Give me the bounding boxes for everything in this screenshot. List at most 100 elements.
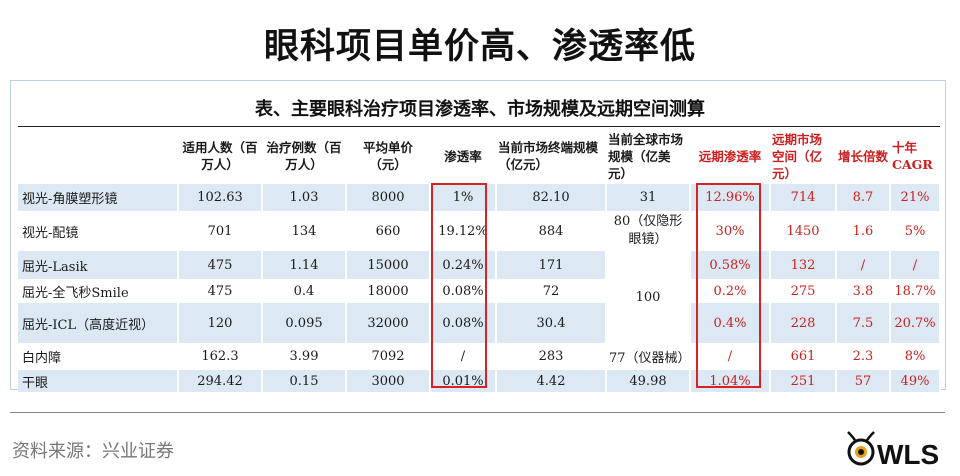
cell-users: 102.63	[178, 184, 263, 211]
cell-multiple: 57	[836, 370, 891, 392]
cell-name: 屈光-全飞秒Smile	[18, 279, 179, 303]
cell-cagr: 5%	[890, 211, 941, 251]
cell-penetration: 0.08%	[430, 303, 497, 343]
cell-cagr: 21%	[890, 184, 941, 211]
cell-market: 283	[496, 343, 607, 370]
cell-multiple: 1.6	[836, 211, 891, 251]
cell-price: 15000	[346, 251, 431, 279]
header-cell: 远期市场空间（亿元）	[772, 131, 823, 181]
header-cell: 远期渗透率	[698, 148, 762, 164]
cell-penetration: 0.24%	[430, 251, 497, 279]
cell-market: 72	[496, 279, 607, 303]
cell-future-space: 275	[770, 279, 837, 303]
cell-global: 77（仪器械）	[606, 343, 691, 370]
cell-users: 701	[178, 211, 263, 251]
cell-multiple: 2.3	[836, 343, 891, 370]
cell-cagr: 20.7%	[890, 303, 941, 343]
table-row: 屈光-ICL（高度近视） 120 0.095 32000 0.08% 30.4 …	[18, 303, 941, 343]
cell-future-pen: 1.04%	[690, 370, 771, 392]
table-row: 视光-配镜 701 134 660 19.12% 884 80（仅隐形眼镜） 3…	[18, 211, 941, 251]
cell-global: 80（仅隐形眼镜）	[606, 211, 691, 251]
cell-future-space: 661	[770, 343, 837, 370]
cell-penetration: 19.12%	[430, 211, 497, 251]
cell-price: 660	[346, 211, 431, 251]
cell-future-space: 251	[770, 370, 837, 392]
cell-future-space: 714	[770, 184, 837, 211]
cell-users: 162.3	[178, 343, 263, 370]
owls-logo: WLS	[847, 431, 939, 468]
table-row: 视光-角膜塑形镜 102.63 1.03 8000 1% 82.10 31 12…	[18, 184, 941, 211]
cell-cagr: 49%	[890, 370, 941, 392]
cell-penetration: 1%	[430, 184, 497, 211]
cell-market: 884	[496, 211, 607, 251]
cell-users: 475	[178, 251, 263, 279]
cell-market: 30.4	[496, 303, 607, 343]
cell-future-space: 228	[770, 303, 837, 343]
header-cell: 平均单价（元）	[362, 140, 413, 172]
cell-global: 49.98	[606, 370, 691, 392]
cell-global-merged: 100	[606, 251, 691, 343]
cell-cases: 0.095	[262, 303, 347, 343]
cell-price: 7092	[346, 343, 431, 370]
cell-future-pen: 12.96%	[690, 184, 771, 211]
cell-name: 屈光-Lasik	[18, 251, 179, 279]
cell-future-space: 1450	[770, 211, 837, 251]
cell-cases: 0.15	[262, 370, 347, 392]
caption-rule	[18, 126, 940, 127]
cell-multiple: 8.7	[836, 184, 891, 211]
header-cell: 十年 CAGR	[892, 140, 933, 172]
cell-multiple: 7.5	[836, 303, 891, 343]
cell-price: 8000	[346, 184, 431, 211]
cell-name: 白内障	[18, 343, 179, 370]
cell-future-pen: /	[690, 343, 771, 370]
cell-users: 294.42	[178, 370, 263, 392]
cell-cagr: /	[890, 251, 941, 279]
cell-multiple: 3.8	[836, 279, 891, 303]
header-cell: 当前市场终端规模（亿元）	[498, 140, 599, 172]
header-cell: 治疗例数（百万人）	[266, 140, 342, 172]
header-cell: 适用人数（百万人）	[182, 140, 258, 172]
cell-name: 干眼	[18, 370, 179, 392]
cell-market: 171	[496, 251, 607, 279]
cell-name: 视光-角膜塑形镜	[18, 184, 179, 211]
cell-penetration: 0.01%	[430, 370, 497, 392]
cell-name: 屈光-ICL（高度近视）	[18, 303, 179, 343]
cell-price: 32000	[346, 303, 431, 343]
cell-name: 视光-配镜	[18, 211, 179, 251]
source-note: 资料来源：兴业证券	[12, 441, 174, 462]
slide-title: 眼科项目单价高、渗透率低	[263, 27, 696, 67]
cell-penetration: 0.08%	[430, 279, 497, 303]
table-row: 屈光-全飞秒Smile 475 0.4 18000 0.08% 72 0.2% …	[18, 279, 941, 303]
cell-cases: 1.14	[262, 251, 347, 279]
cell-future-pen: 0.2%	[690, 279, 771, 303]
cell-price: 18000	[346, 279, 431, 303]
cell-future-space: 132	[770, 251, 837, 279]
cell-penetration: /	[430, 343, 497, 370]
header-cell: 当前全球市场规模（亿美元）	[608, 131, 684, 181]
header-cell: 增长倍数	[838, 148, 889, 164]
table-header-row: 适用人数（百万人） 治疗例数（百万人） 平均单价（元） 渗透率 当前市场终端规模…	[18, 128, 940, 184]
table-row: 白内障 162.3 3.99 7092 / 283 77（仪器械） / 661 …	[18, 343, 941, 370]
header-cell	[18, 128, 178, 184]
cell-cases: 3.99	[262, 343, 347, 370]
cell-cagr: 18.7%	[890, 279, 941, 303]
cell-cases: 1.03	[262, 184, 347, 211]
cell-future-pen: 0.58%	[690, 251, 771, 279]
cell-users: 120	[178, 303, 263, 343]
owl-icon	[847, 431, 875, 466]
logo-wordmark: WLS	[877, 439, 939, 468]
cell-price: 3000	[346, 370, 431, 392]
cell-cagr: 8%	[890, 343, 941, 370]
cell-future-pen: 0.4%	[690, 303, 771, 343]
data-table: 适用人数（百万人） 治疗例数（百万人） 平均单价（元） 渗透率 当前市场终端规模…	[18, 128, 941, 392]
cell-multiple: /	[836, 251, 891, 279]
cell-future-pen: 30%	[690, 211, 771, 251]
cell-market: 4.42	[496, 370, 607, 392]
cell-global: 31	[606, 184, 691, 211]
cell-market: 82.10	[496, 184, 607, 211]
table-row: 屈光-Lasik 475 1.14 15000 0.24% 171 100 0.…	[18, 251, 941, 343]
table-row: 干眼 294.42 0.15 3000 0.01% 4.42 49.98 1.0…	[18, 370, 941, 392]
cell-users: 475	[178, 279, 263, 303]
cell-cases: 134	[262, 211, 347, 251]
footer-rule	[10, 412, 945, 413]
